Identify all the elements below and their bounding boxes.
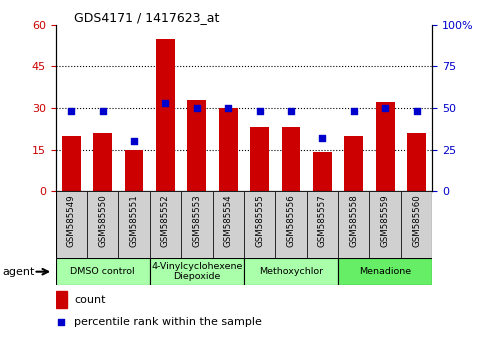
Point [319,135,327,141]
Text: Menadione: Menadione [359,267,411,276]
Bar [150,258,244,285]
Text: GSM585557: GSM585557 [318,195,327,247]
Bar [181,191,213,258]
Text: DMSO control: DMSO control [71,267,135,276]
Bar [62,136,81,191]
Point [287,108,295,114]
Point [382,105,389,111]
Bar [307,191,338,258]
Bar [376,102,395,191]
Text: GSM585553: GSM585553 [192,195,201,247]
Bar [156,39,175,191]
Text: GSM585551: GSM585551 [129,195,139,247]
Text: GSM585549: GSM585549 [67,195,76,247]
Bar [93,133,112,191]
Bar [250,127,269,191]
Bar [187,100,206,191]
Bar [275,191,307,258]
Bar [219,108,238,191]
Bar [56,291,67,308]
Bar [338,258,432,285]
Text: GDS4171 / 1417623_at: GDS4171 / 1417623_at [74,11,220,24]
Text: GSM585550: GSM585550 [98,195,107,247]
Bar [213,191,244,258]
Bar [313,152,332,191]
Bar [125,149,143,191]
Text: GSM585552: GSM585552 [161,195,170,247]
Bar [344,136,363,191]
Bar [401,191,432,258]
Point [99,108,107,114]
Text: count: count [74,295,106,304]
Bar [150,191,181,258]
Point [57,319,65,325]
Point [161,100,170,106]
Bar [118,191,150,258]
Bar [56,191,87,258]
Point [256,108,264,114]
Bar [369,191,401,258]
Text: GSM585554: GSM585554 [224,195,233,247]
Text: agent: agent [2,267,35,277]
Bar [56,258,150,285]
Text: GSM585558: GSM585558 [349,195,358,247]
Bar [244,258,338,285]
Point [224,105,232,111]
Point [412,108,420,114]
Bar [244,191,275,258]
Bar [282,127,300,191]
Bar [338,191,369,258]
Text: percentile rank within the sample: percentile rank within the sample [74,316,262,327]
Point [68,108,75,114]
Text: GSM585556: GSM585556 [286,195,296,247]
Text: GSM585560: GSM585560 [412,195,421,247]
Text: GSM585559: GSM585559 [381,195,390,247]
Text: GSM585555: GSM585555 [255,195,264,247]
Bar [87,191,118,258]
Point [193,105,201,111]
Text: 4-Vinylcyclohexene
Diepoxide: 4-Vinylcyclohexene Diepoxide [151,262,242,281]
Text: Methoxychlor: Methoxychlor [259,267,323,276]
Point [350,108,357,114]
Bar [407,133,426,191]
Point [130,138,138,144]
